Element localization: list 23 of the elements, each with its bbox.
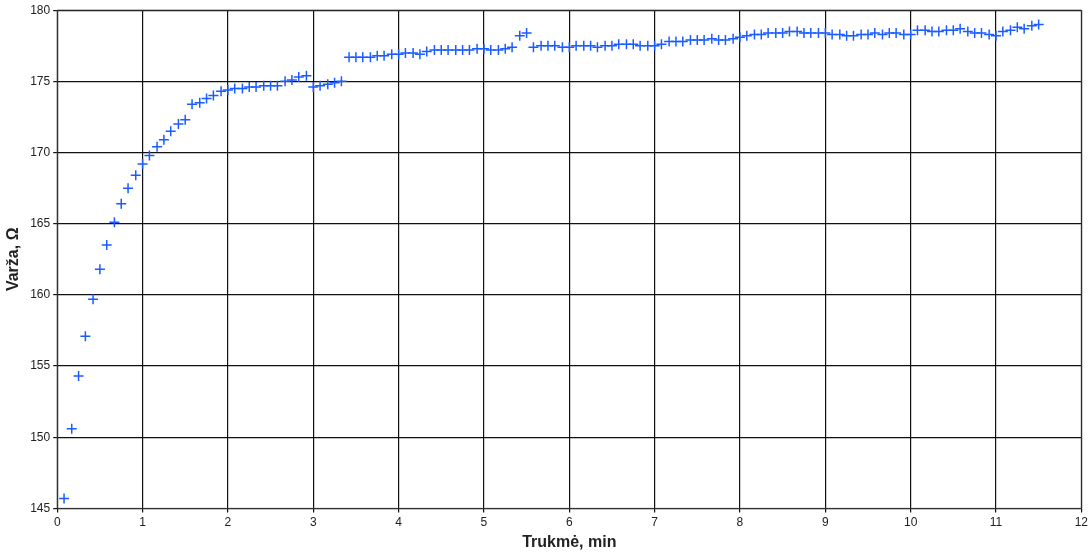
x-tick-label: 8 xyxy=(736,514,744,529)
x-tick-label: 4 xyxy=(395,514,403,529)
x-tick-label: 11 xyxy=(989,514,1003,529)
y-tick-label: 150 xyxy=(30,429,51,444)
x-axis-title: Trukmė, min xyxy=(522,532,617,550)
y-tick-label: 175 xyxy=(30,73,51,88)
x-tick-label: 10 xyxy=(903,514,918,529)
y-axis-title: Varža, Ω xyxy=(4,227,22,292)
x-tick-label: 5 xyxy=(480,514,488,529)
x-tick-label: 6 xyxy=(565,514,573,529)
y-tick-label: 155 xyxy=(30,358,51,373)
y-tick-label: 160 xyxy=(30,287,51,302)
x-tick-label: 3 xyxy=(309,514,317,529)
x-tick-label: 2 xyxy=(224,514,232,529)
y-tick-label: 170 xyxy=(30,144,51,159)
x-tick-label: 7 xyxy=(651,514,659,529)
y-tick-label: 180 xyxy=(30,2,51,17)
x-tick-label: 1 xyxy=(139,514,147,529)
y-tick-label: 165 xyxy=(30,216,51,231)
x-tick-label: 12 xyxy=(1074,514,1089,529)
y-tick-label: 145 xyxy=(30,500,51,515)
x-tick-label: 0 xyxy=(53,514,61,529)
x-tick-label: 9 xyxy=(821,514,829,529)
